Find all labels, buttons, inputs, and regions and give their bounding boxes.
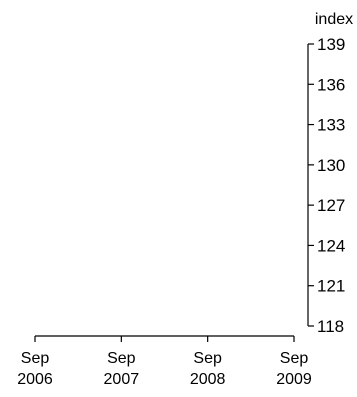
y-tick-label: 118	[317, 317, 344, 336]
x-tick-label-year: 2009	[276, 371, 312, 388]
y-tick-label: 130	[317, 156, 345, 175]
y-tick-label: 121	[317, 277, 345, 296]
x-tick-label-year: 2006	[17, 371, 53, 388]
y-axis-unit-label: index	[315, 11, 353, 28]
x-tick-label-month: Sep	[193, 350, 222, 367]
y-tick-label: 136	[317, 75, 345, 94]
x-tick-label-month: Sep	[280, 350, 309, 367]
x-tick-label-month: Sep	[107, 350, 136, 367]
y-tick-label: 127	[317, 196, 345, 215]
y-tick-label: 124	[317, 236, 345, 255]
x-tick-label-year: 2007	[104, 371, 140, 388]
y-tick-label: 139	[317, 35, 345, 54]
y-axis: 118 121 124 127 130 133 136 139	[307, 35, 345, 336]
y-tick-label: 133	[317, 116, 345, 135]
x-tick-label-month: Sep	[21, 350, 50, 367]
x-tick-label-year: 2008	[190, 371, 226, 388]
x-axis: Sep 2006 Sep 2007 Sep 2008 Sep 2009	[17, 335, 312, 388]
